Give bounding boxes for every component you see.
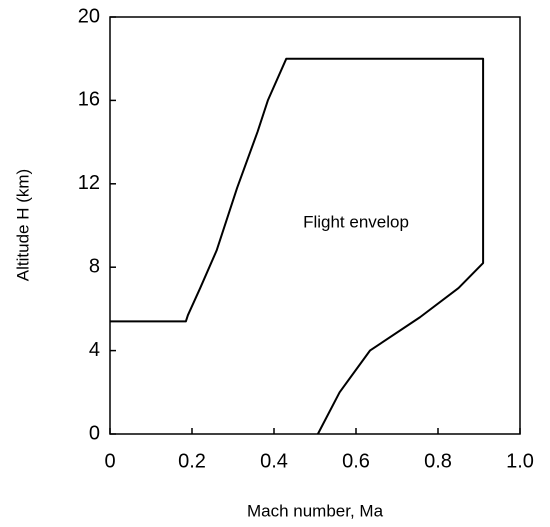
x-tick-label: 0.4	[260, 450, 288, 472]
y-tick-label: 4	[89, 339, 100, 361]
y-tick-label: 12	[78, 172, 100, 194]
y-axis-label: Altitude H (km)	[13, 169, 32, 281]
y-tick-label: 20	[78, 5, 100, 27]
envelope-line	[110, 57, 485, 435]
y-tick-label: 8	[89, 255, 100, 277]
y-tick-label: 16	[78, 89, 100, 111]
x-tick-label: 0.2	[178, 450, 206, 472]
annotation: Flight envelop	[303, 212, 409, 231]
x-tick-label: 0.6	[342, 450, 370, 472]
x-tick-label: 0.8	[424, 450, 452, 472]
x-tick-label: 0	[104, 450, 115, 472]
x-axis-label: Mach number, Ma	[247, 501, 384, 520]
x-tick-label: 1.0	[506, 450, 534, 472]
y-tick-label: 0	[89, 422, 100, 444]
plot-frame	[109, 16, 521, 435]
